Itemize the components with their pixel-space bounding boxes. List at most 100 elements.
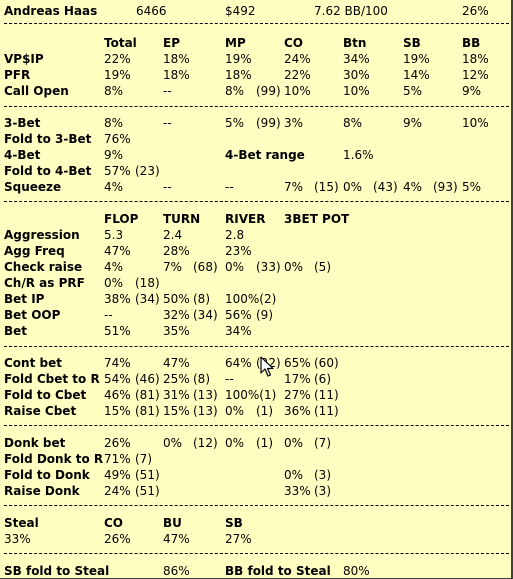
stat-value: 26% bbox=[104, 436, 131, 450]
sample-size: (18) bbox=[135, 276, 160, 290]
col-3bet-pot: 3BET POT bbox=[284, 212, 350, 226]
stat-value: 18% bbox=[163, 52, 190, 66]
stat-value: 5% bbox=[225, 116, 245, 130]
stat-value: 74% bbox=[104, 356, 131, 370]
stat-value: 10% bbox=[343, 84, 370, 98]
stat-label: Fold Cbet to R bbox=[4, 372, 100, 386]
stat-label: Raise Donk bbox=[4, 484, 80, 498]
stat-value: 8% bbox=[225, 84, 245, 98]
col-sb: SB bbox=[225, 516, 243, 530]
winnings: $492 bbox=[225, 4, 256, 18]
stat-value: 4% bbox=[104, 180, 124, 194]
col-co: CO bbox=[104, 516, 124, 530]
stat-label: Fold to Donk bbox=[4, 468, 90, 482]
col-turn: TURN bbox=[163, 212, 201, 226]
stat-value: 17% bbox=[284, 372, 311, 386]
sample-size: (33) bbox=[256, 260, 281, 274]
sample-size: (81) bbox=[135, 404, 160, 418]
separator bbox=[4, 553, 509, 554]
separator bbox=[4, 201, 509, 202]
stat-label: PFR bbox=[4, 68, 31, 82]
stat-value: 65% bbox=[284, 356, 311, 370]
stat-value: 47% bbox=[163, 532, 190, 546]
sample-size: (34) bbox=[135, 292, 160, 306]
stat-value: 0% bbox=[284, 468, 304, 482]
col-bb: BB bbox=[462, 36, 481, 50]
stat-value: 34% bbox=[343, 52, 370, 66]
stat-value: 19% bbox=[104, 68, 131, 82]
sample-size: (68) bbox=[193, 260, 218, 274]
stat-value: 27% bbox=[225, 532, 252, 546]
stat-value: 36% bbox=[284, 404, 311, 418]
stat-value: 54% bbox=[104, 372, 131, 386]
sample-size: (13) bbox=[193, 404, 218, 418]
col-river: RIVER bbox=[225, 212, 266, 226]
stat-value: 22% bbox=[284, 68, 311, 82]
stat-value: 0% bbox=[284, 260, 304, 274]
stat-value: 35% bbox=[163, 324, 190, 338]
stat-value: 0% bbox=[163, 436, 183, 450]
col-btn: Btn bbox=[343, 36, 367, 50]
col-mp: MP bbox=[225, 36, 246, 50]
sample-size: (43) bbox=[373, 180, 398, 194]
sample-size: (12) bbox=[193, 436, 218, 450]
stat-value: 100%(2) bbox=[225, 292, 277, 306]
stat-value: 0% bbox=[104, 276, 124, 290]
sample-size: (15) bbox=[314, 180, 339, 194]
stat-value: -- bbox=[163, 116, 172, 130]
stat-value: 86% bbox=[163, 564, 190, 578]
stat-value: 50% bbox=[163, 292, 190, 306]
header-stat: 26% bbox=[462, 4, 489, 18]
stat-value: 5% bbox=[403, 84, 423, 98]
stat-label: 3-Bet bbox=[4, 116, 41, 130]
col-bu: BU bbox=[163, 516, 182, 530]
sample-size: (11) bbox=[314, 404, 339, 418]
stat-value: 10% bbox=[284, 84, 311, 98]
stat-value: 0% bbox=[343, 180, 363, 194]
stat-value: -- bbox=[104, 308, 113, 322]
stat-value: 9% bbox=[462, 84, 482, 98]
stat-value: 31% bbox=[163, 388, 190, 402]
sample-size: (34) bbox=[193, 308, 218, 322]
stat-value: 3% bbox=[284, 116, 304, 130]
separator bbox=[4, 425, 509, 426]
sample-size: (99) bbox=[256, 116, 281, 130]
stat-value: -- bbox=[225, 180, 234, 194]
stat-value: 7% bbox=[284, 180, 304, 194]
stat-value: -- bbox=[163, 180, 172, 194]
sample-size: (60) bbox=[314, 356, 339, 370]
separator bbox=[4, 106, 509, 107]
stat-value: 51% bbox=[104, 324, 131, 338]
stat-value: 5.3 bbox=[104, 228, 124, 242]
stat-value: 9% bbox=[403, 116, 423, 130]
stat-value: 49% bbox=[104, 468, 131, 482]
sample-size: (13) bbox=[193, 388, 218, 402]
stat-value: 33% bbox=[284, 484, 311, 498]
sample-size: (93) bbox=[433, 180, 458, 194]
stat-value: 18% bbox=[225, 68, 252, 82]
stat-value: 8% bbox=[343, 116, 363, 130]
stat-value: 19% bbox=[403, 52, 430, 66]
stat-value: 1.6% bbox=[343, 148, 374, 162]
stat-value: 18% bbox=[462, 52, 489, 66]
sample-size: (51) bbox=[135, 484, 160, 498]
stat-value: 46% bbox=[104, 388, 131, 402]
stat-label: Check raise bbox=[4, 260, 83, 274]
stat-value: 32% bbox=[163, 308, 190, 322]
stat-label: 4-Bet bbox=[4, 148, 41, 162]
stat-value: 18% bbox=[163, 68, 190, 82]
stat-value: 8% bbox=[104, 116, 124, 130]
player-name: Andreas Haas bbox=[4, 4, 98, 18]
stat-label: Agg Freq bbox=[4, 244, 65, 258]
stat-value: 0% bbox=[225, 260, 245, 274]
stat-value: 12% bbox=[462, 68, 489, 82]
stat-value: 57% bbox=[104, 164, 131, 178]
stat-value: 38% bbox=[104, 292, 131, 306]
stat-value: 34% bbox=[225, 324, 252, 338]
sample-size: (11) bbox=[314, 388, 339, 402]
stat-value: 22% bbox=[104, 52, 131, 66]
stat-value: 7% bbox=[163, 260, 183, 274]
stat-value: 28% bbox=[163, 244, 190, 258]
stat-label: Fold to 3-Bet bbox=[4, 132, 92, 146]
stat-value: 2.4 bbox=[163, 228, 183, 242]
